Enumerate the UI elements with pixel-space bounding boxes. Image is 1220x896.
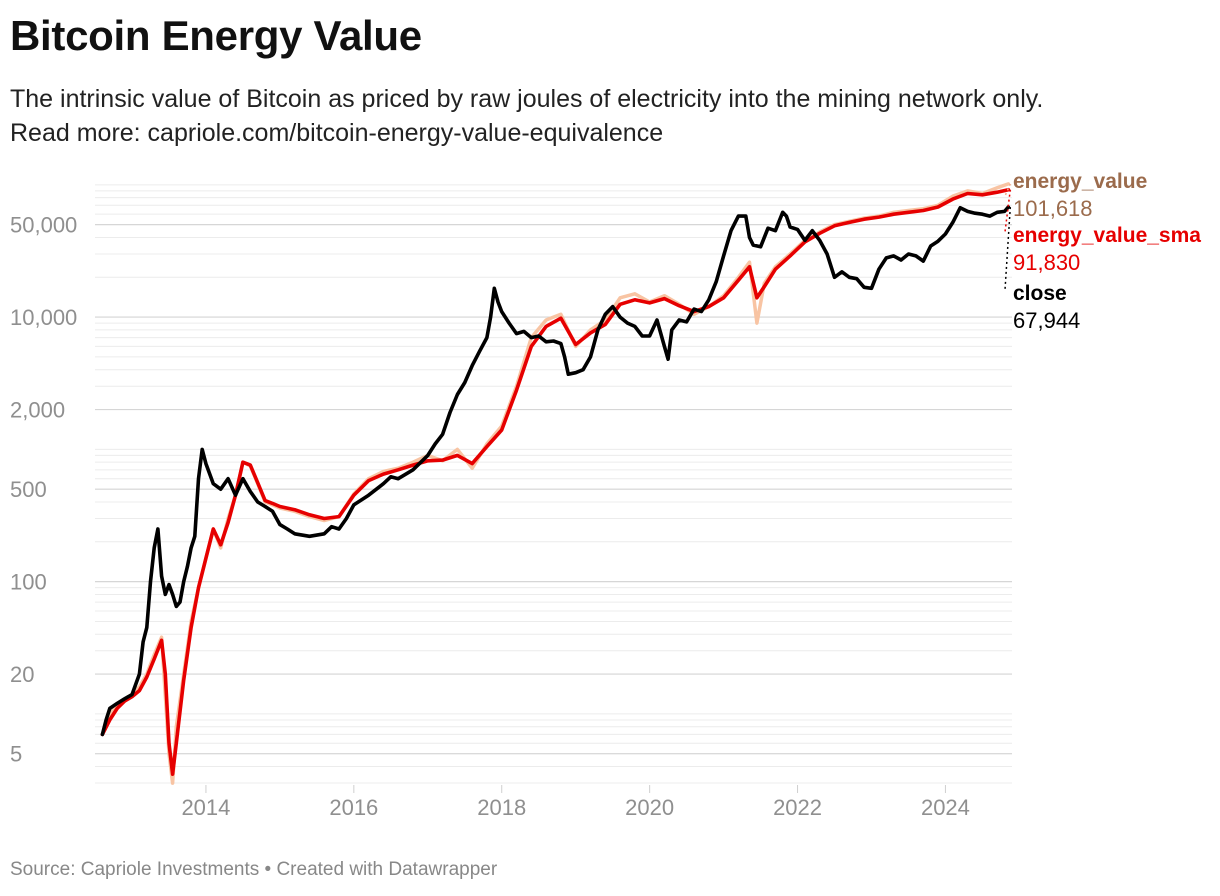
subtitle-description: The intrinsic value of Bitcoin as priced… <box>10 85 1044 113</box>
source-text: Source: Capriole Investments <box>10 859 260 880</box>
x-tick-label: 2022 <box>773 795 822 820</box>
series-name-label: close <box>1013 282 1067 305</box>
series-last-value: 101,618 <box>1013 196 1093 221</box>
series-name-label: energy_value_sma <box>1013 224 1201 247</box>
credit-text: Created with Datawrapper <box>276 859 498 880</box>
end-label-leader <box>1004 183 1011 197</box>
y-tick-label: 10,000 <box>10 305 77 330</box>
y-tick-label: 500 <box>10 477 47 502</box>
footer: Source: Capriole Investments • Created w… <box>10 859 497 881</box>
y-tick-label: 5 <box>10 742 22 767</box>
chart-title: Bitcoin Energy Value <box>10 12 422 59</box>
y-tick-label: 20 <box>10 662 34 687</box>
end-label-leader <box>1004 206 1012 291</box>
chart-subtitle: The intrinsic value of Bitcoin as priced… <box>10 82 1043 150</box>
series-line-energy-value-sma <box>100 187 1011 776</box>
x-tick-label: 2014 <box>181 795 230 820</box>
series-last-value: 91,830 <box>1013 250 1080 275</box>
x-tick-label: 2016 <box>329 795 378 820</box>
end-labels: energy_value 101,618 energy_value_sma 91,83… <box>1004 170 1201 333</box>
series-last-value: 67,944 <box>1013 308 1080 333</box>
subtitle-read-more: Read more: capriole.com/bitcoin-energy-v… <box>10 119 664 147</box>
series-lines <box>100 182 1011 785</box>
x-tick-label: 2018 <box>477 795 526 820</box>
line-chart: 5 20 100 500 2,000 10,000 50,000 2014 2016 2018 20… <box>10 170 1201 820</box>
x-tick-label: 2020 <box>625 795 674 820</box>
y-tick-label: 50,000 <box>10 213 77 238</box>
series-name-label: energy_value <box>1013 170 1147 193</box>
y-tick-label: 2,000 <box>10 398 65 423</box>
series-line-close <box>100 205 1011 737</box>
footer-separator: • <box>264 859 272 880</box>
axes: 5 20 100 500 2,000 10,000 50,000 2014 2016 2018 20… <box>10 213 970 820</box>
end-label-leader <box>1004 189 1012 233</box>
x-tick-label: 2024 <box>921 795 970 820</box>
y-tick-label: 100 <box>10 570 47 595</box>
gridlines <box>95 184 1012 784</box>
